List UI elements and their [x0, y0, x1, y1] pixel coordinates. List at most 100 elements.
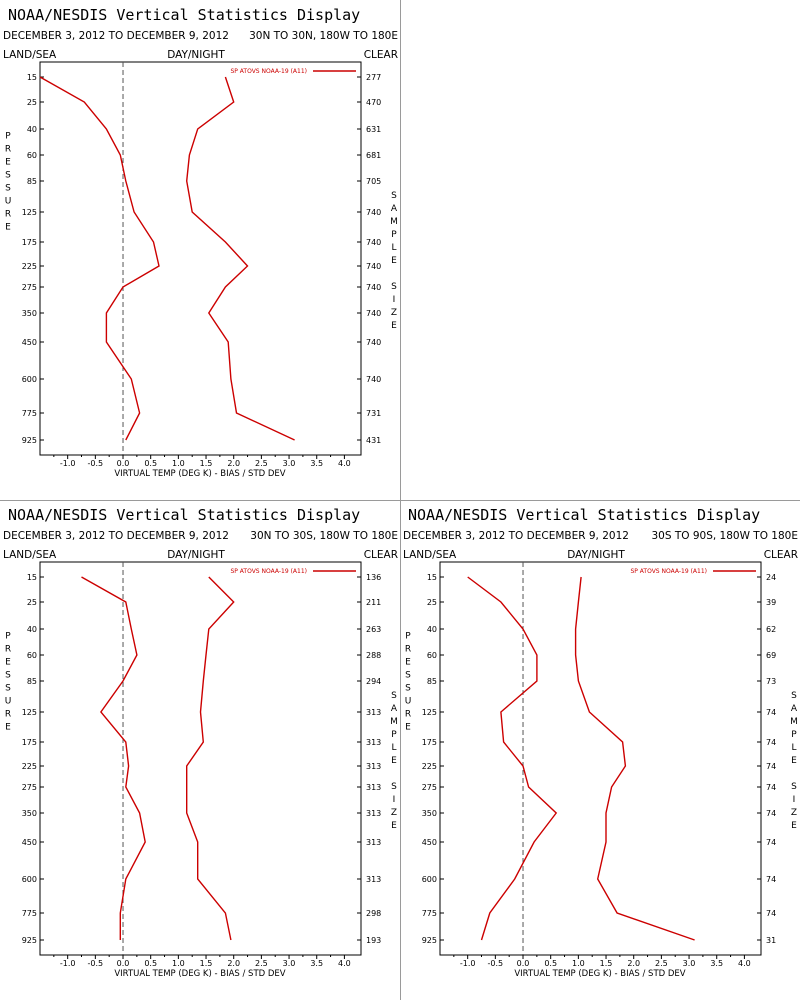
- sample-size-label: 740: [366, 262, 381, 271]
- x-tick-label: 1.5: [200, 959, 213, 968]
- pressure-label: 775: [422, 909, 437, 918]
- std-dev-line: [185, 576, 235, 941]
- chart-title: NOAA/NESDIS Vertical Statistics Display: [8, 506, 360, 524]
- panel-divider-horizontal: [0, 500, 800, 501]
- sample-size-label: 313: [366, 738, 381, 747]
- sample-size-label: 731: [366, 409, 381, 418]
- sample-size-axis-letter: E: [391, 821, 397, 831]
- sample-size-axis-letter: L: [391, 243, 396, 253]
- pressure-label: 600: [22, 375, 37, 384]
- sample-size-label: 740: [366, 238, 381, 247]
- sample-size-label: 193: [366, 936, 381, 945]
- sample-size-label: 313: [366, 708, 381, 717]
- pressure-label: 350: [22, 309, 37, 318]
- sample-size-label: 313: [366, 875, 381, 884]
- pressure-label: 175: [422, 738, 437, 747]
- x-tick-label: 3.5: [710, 959, 723, 968]
- plot-frame: [39, 561, 362, 956]
- sample-size-label: 631: [366, 125, 381, 134]
- sample-size-label: 313: [366, 809, 381, 818]
- sample-size-label: 313: [366, 838, 381, 847]
- x-tick-label: 1.5: [600, 959, 613, 968]
- sample-size-label: 740: [366, 208, 381, 217]
- pressure-axis-letter: S: [5, 184, 11, 194]
- pressure-axis-letter: U: [405, 697, 412, 707]
- sample-size-label: 277: [366, 73, 381, 82]
- pressure-axis-letter: P: [5, 632, 11, 642]
- sample-size-axis-letter: I: [393, 795, 396, 805]
- sample-size-label: 136: [366, 573, 381, 582]
- sample-size-axis-letter: E: [791, 821, 797, 831]
- sample-size-label: 740: [366, 375, 381, 384]
- x-axis-label: VIRTUAL TEMP (DEG K) - BIAS / STD DEV: [114, 469, 285, 479]
- chart-svg-1: NOAA/NESDIS Vertical Statistics Display …: [3, 6, 398, 479]
- sample-size-label: 74: [766, 708, 776, 717]
- chart-svg-2: NOAA/NESDIS Vertical Statistics Display …: [3, 506, 398, 979]
- pressure-axis-letter: E: [5, 723, 11, 733]
- x-tick-label: -1.0: [60, 959, 76, 968]
- pressure-axis-letter: R: [5, 145, 11, 155]
- pressure-axis-letter: E: [405, 658, 411, 668]
- sample-size-label: 740: [366, 283, 381, 292]
- x-tick-label: 0.0: [517, 959, 530, 968]
- day-night-label: DAY/NIGHT: [567, 549, 625, 561]
- sample-size-axis-letter: P: [791, 730, 797, 740]
- pressure-label: 40: [27, 125, 37, 134]
- sample-size-axis-letter: P: [391, 730, 397, 740]
- sample-size-axis-letter: S: [391, 782, 397, 792]
- pressure-label: 600: [22, 875, 37, 884]
- region-label: 30N TO 30N, 180W TO 180E: [249, 30, 398, 42]
- x-tick-label: 3.5: [310, 959, 323, 968]
- x-tick-label: 4.0: [338, 959, 351, 968]
- pressure-label: 775: [22, 409, 37, 418]
- pressure-label: 275: [422, 783, 437, 792]
- x-tick-label: -1.0: [460, 959, 476, 968]
- sample-size-label: 288: [366, 651, 381, 660]
- pressure-axis-letter: R: [405, 710, 411, 720]
- x-tick-label: 3.0: [683, 959, 696, 968]
- pressure-axis-letter: R: [5, 210, 11, 220]
- sample-size-axis-letter: Z: [791, 808, 797, 818]
- pressure-axis-letter: R: [405, 645, 411, 655]
- bias-line: [81, 576, 146, 940]
- day-night-label: DAY/NIGHT: [167, 49, 225, 61]
- sample-size-label: 431: [366, 436, 381, 445]
- pressure-axis-letter: S: [5, 671, 11, 681]
- x-tick-label: 2.5: [255, 459, 268, 468]
- pressure-axis-letter: U: [5, 197, 12, 207]
- sample-size-axis-letter: L: [391, 743, 396, 753]
- sample-size-axis-letter: M: [390, 717, 398, 727]
- x-tick-label: 0.0: [117, 959, 130, 968]
- pressure-label: 925: [22, 936, 37, 945]
- sample-size-axis-letter: E: [791, 756, 797, 766]
- pressure-label: 25: [27, 98, 37, 107]
- pressure-axis-letter: E: [5, 658, 11, 668]
- pressure-axis-letter: E: [5, 223, 11, 233]
- x-tick-label: 4.0: [338, 459, 351, 468]
- pressure-axis-letter: U: [5, 697, 12, 707]
- legend-label: SP ATOVS NOAA-19 (A11): [630, 568, 707, 575]
- pressure-label: 775: [22, 909, 37, 918]
- chart-panel-2: NOAA/NESDIS Vertical Statistics Display …: [0, 500, 400, 1000]
- x-tick-label: -0.5: [488, 959, 504, 968]
- pressure-label: 25: [427, 598, 437, 607]
- x-tick-label: -0.5: [88, 959, 104, 968]
- sample-size-axis-letter: L: [791, 743, 796, 753]
- pressure-label: 60: [27, 151, 37, 160]
- date-range: DECEMBER 3, 2012 TO DECEMBER 9, 2012: [403, 530, 629, 542]
- x-tick-label: 1.5: [200, 459, 213, 468]
- pressure-axis-letter: R: [5, 710, 11, 720]
- sample-size-axis-letter: A: [791, 704, 798, 714]
- sample-size-label: 705: [366, 177, 381, 186]
- x-tick-label: 2.0: [627, 959, 640, 968]
- sample-size-label: 74: [766, 838, 776, 847]
- chart-panel-1: NOAA/NESDIS Vertical Statistics Display …: [0, 0, 400, 500]
- clear-label: CLEAR: [364, 49, 398, 61]
- x-axis-label: VIRTUAL TEMP (DEG K) - BIAS / STD DEV: [514, 969, 685, 979]
- sample-size-axis-letter: I: [793, 795, 796, 805]
- date-range: DECEMBER 3, 2012 TO DECEMBER 9, 2012: [3, 530, 229, 542]
- sample-size-axis-letter: E: [391, 756, 397, 766]
- sample-size-label: 62: [766, 625, 776, 634]
- pressure-label: 450: [22, 838, 37, 847]
- pressure-label: 275: [22, 783, 37, 792]
